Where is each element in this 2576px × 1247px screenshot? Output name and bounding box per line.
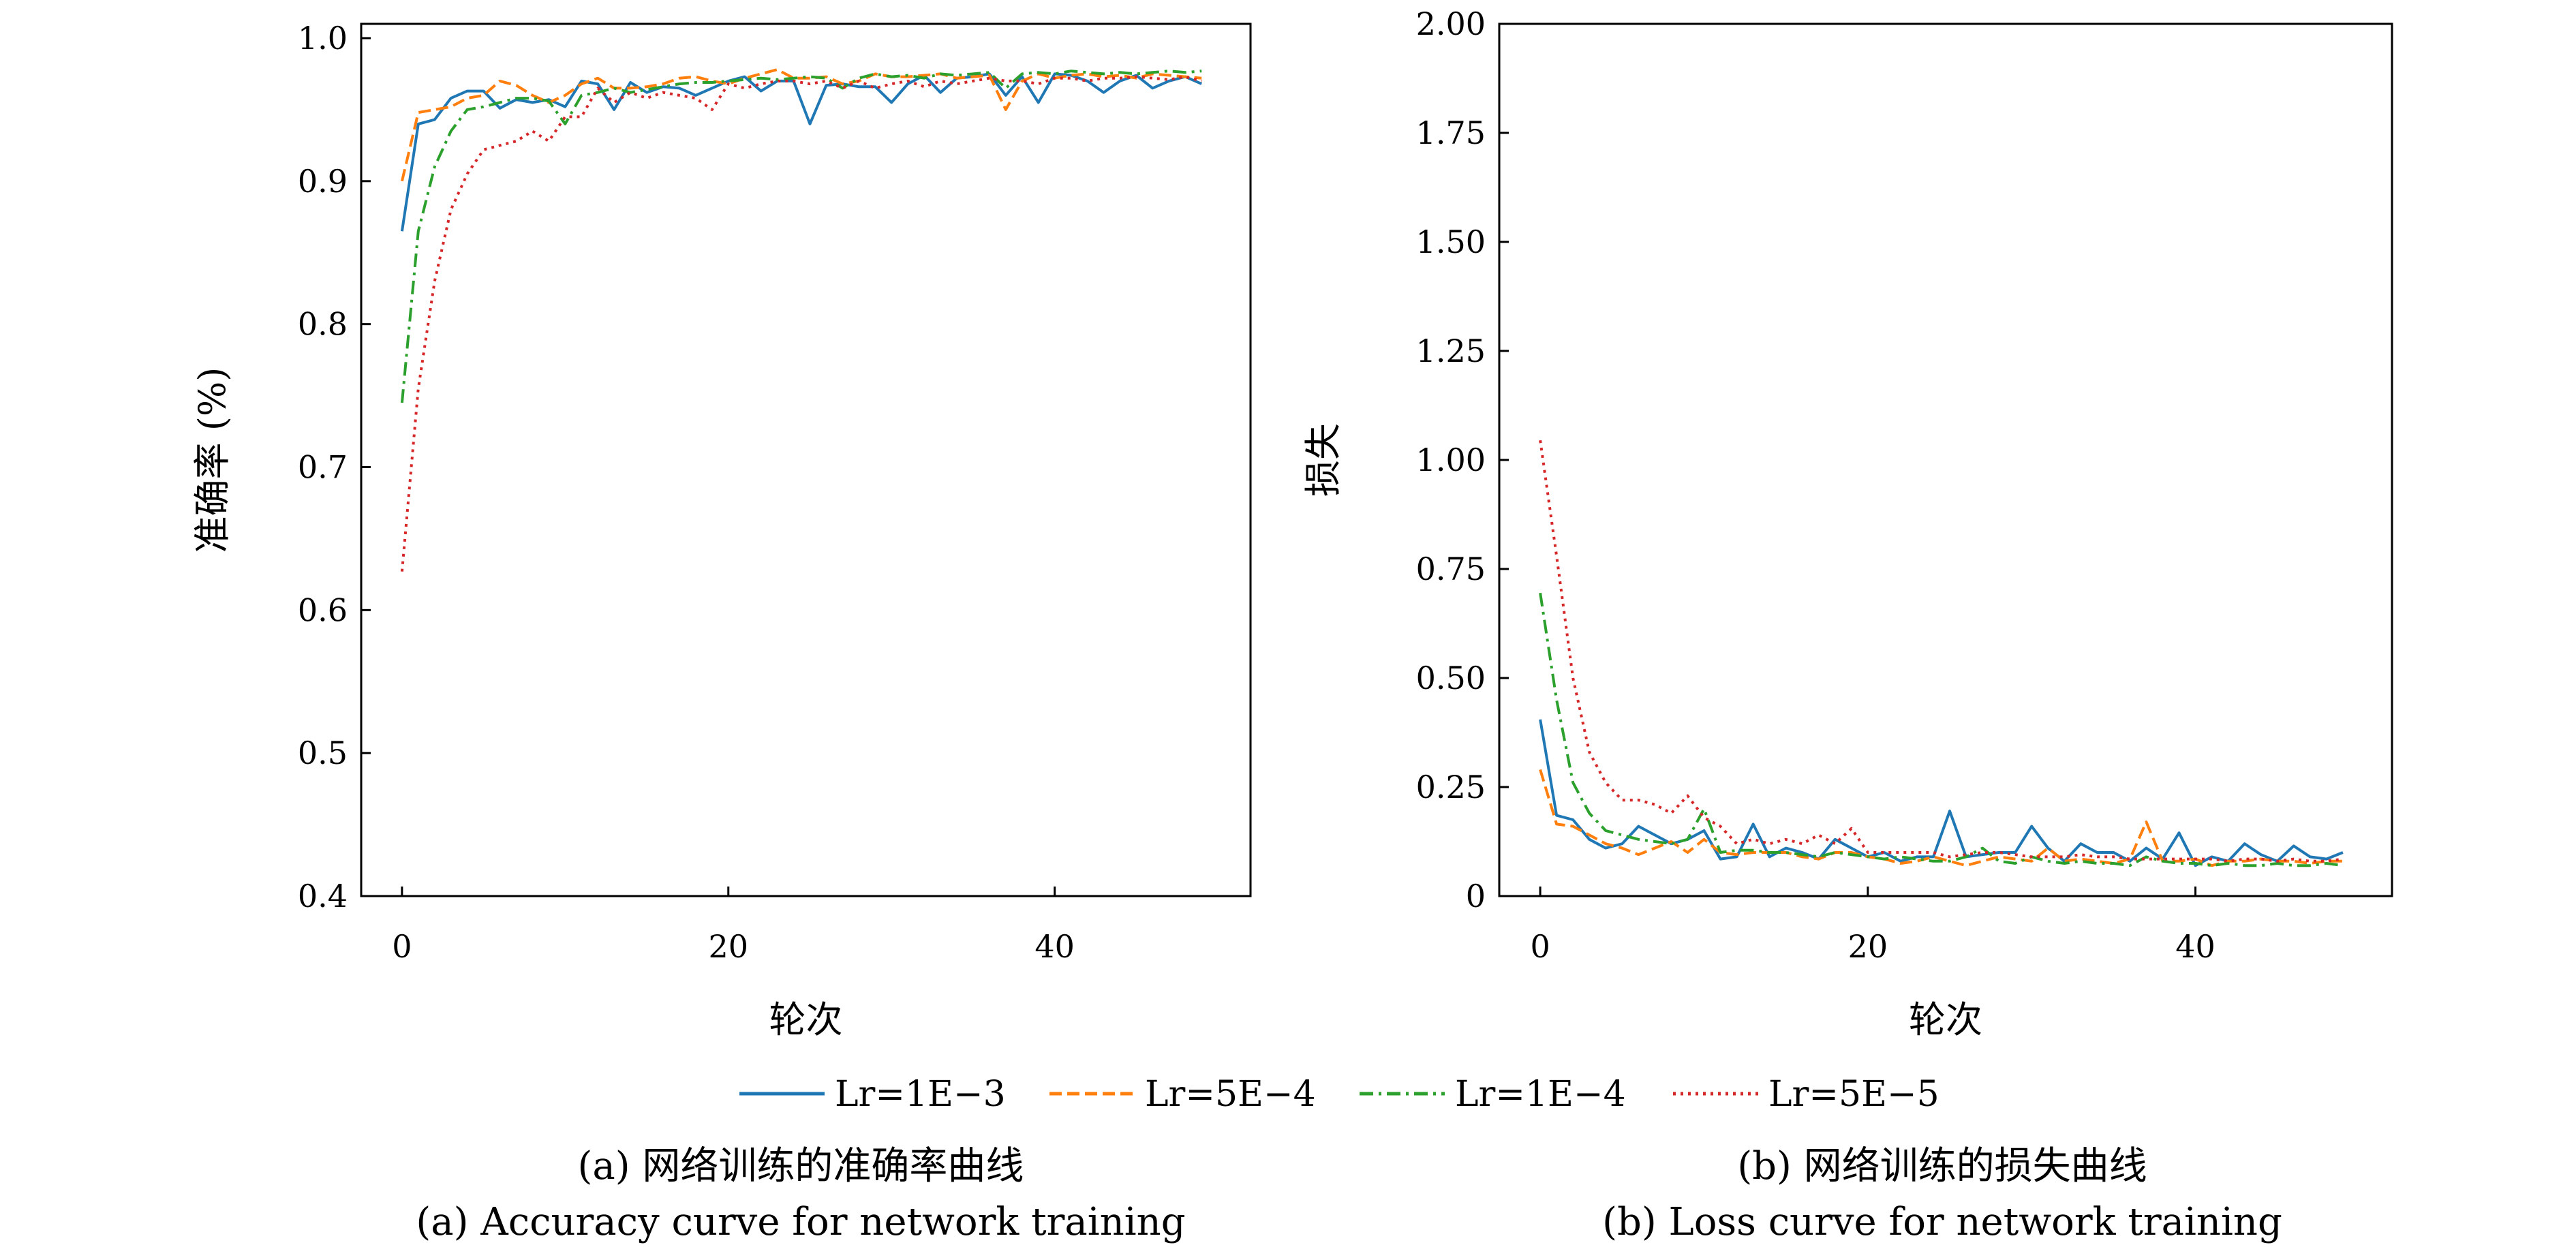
loss-x-axis-label: 轮次 [1909, 998, 1982, 1041]
accuracy-series-lr-5e-5 [400, 75, 1202, 572]
accuracy-y-tick-label: 0.8 [298, 306, 348, 343]
legend-label-lr-1e-3: Lr=1E−3 [835, 1074, 1006, 1115]
accuracy-y-tick-label: 0.5 [298, 735, 348, 771]
loss-y-tick-label: 1.00 [1416, 442, 1486, 478]
loss-x-tick-label: 40 [2175, 928, 2215, 965]
loss-series-lr-5e-4 [1539, 769, 2343, 867]
loss-y-tick-label: 0.75 [1416, 551, 1486, 587]
accuracy-plot-frame [360, 22, 1252, 897]
accuracy-x-tick-label: 20 [708, 928, 748, 965]
loss-series-lr-1e-4 [1539, 592, 2344, 867]
loss-chart-panel: 0 0.25 0.50 0.75 1.00 1.25 1.50 1.75 2.00 0 20 40 轮次… [1302, 5, 2393, 1041]
legend-label-lr-5e-4: Lr=5E−4 [1145, 1074, 1316, 1115]
accuracy-y-tick-label: 0.6 [298, 591, 348, 628]
accuracy-y-tick-label: 0.7 [298, 448, 348, 485]
caption-a-chinese: (a) 网络训练的准确率曲线 [578, 1144, 1024, 1188]
loss-y-tick-label: 0.25 [1416, 769, 1486, 805]
accuracy-series-lr-1e-3 [400, 72, 1203, 232]
loss-x-tick-label: 0 [1530, 928, 1550, 965]
loss-y-tick-label: 2.00 [1416, 5, 1486, 42]
accuracy-x-axis-label: 轮次 [769, 998, 843, 1041]
accuracy-y-axis-label: 准确率 (%) [191, 367, 234, 553]
captions: (a) 网络训练的准确率曲线 (a) Accuracy curve for ne… [416, 1144, 2282, 1244]
legend: Lr=1E−3 Lr=5E−4 Lr=1E−4 Lr=5E−5 [739, 1074, 1939, 1115]
accuracy-series-lr-5e-4 [400, 68, 1202, 182]
loss-y-tick-label: 1.75 [1416, 114, 1486, 151]
loss-x-tick-label: 20 [1848, 928, 1888, 965]
accuracy-chart-panel: 0.4 0.5 0.6 0.7 0.8 0.9 1.0 0 20 40 轮次 准确率 (%) [191, 20, 1252, 1041]
loss-plot-frame [1498, 22, 2393, 897]
accuracy-series-lr-1e-4 [400, 70, 1202, 403]
accuracy-x-tick-label: 40 [1034, 928, 1075, 965]
accuracy-y-tick-label: 1.0 [298, 20, 348, 57]
loss-y-tick-label: 1.25 [1416, 333, 1486, 369]
caption-b-english: (b) Loss curve for network training [1602, 1200, 2282, 1244]
loss-y-tick-label: 0 [1466, 878, 1486, 914]
legend-label-lr-1e-4: Lr=1E−4 [1455, 1074, 1626, 1115]
caption-b-chinese: (b) 网络训练的损失曲线 [1737, 1144, 2147, 1188]
legend-label-lr-5e-5: Lr=5E−5 [1768, 1074, 1939, 1115]
loss-y-tick-label: 0.50 [1416, 660, 1486, 696]
caption-a-english: (a) Accuracy curve for network training [416, 1200, 1185, 1244]
accuracy-y-tick-label: 0.9 [298, 163, 348, 200]
loss-y-tick-label: 1.50 [1416, 224, 1486, 260]
loss-series-lr-5e-5 [1539, 440, 2344, 863]
accuracy-y-tick-label: 0.4 [298, 878, 348, 914]
accuracy-x-tick-label: 0 [392, 928, 412, 965]
loss-y-axis-label: 损失 [1302, 423, 1345, 497]
